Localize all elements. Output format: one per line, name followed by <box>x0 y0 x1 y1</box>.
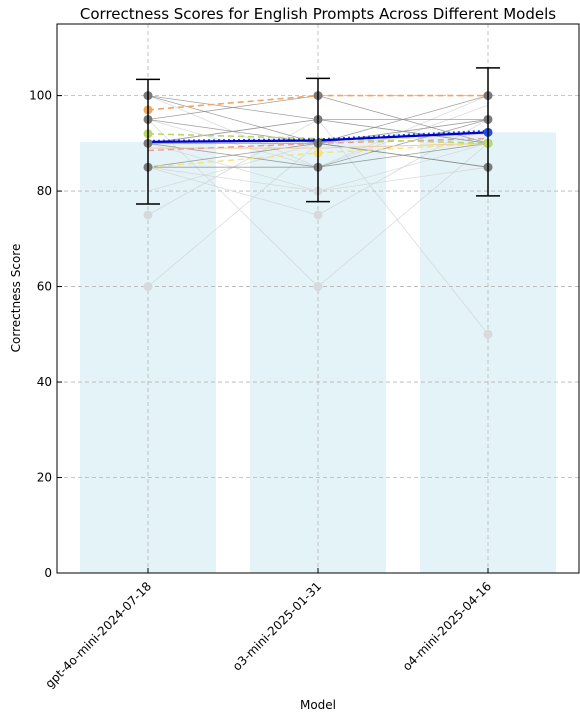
y-axis-label: Correctness Score <box>9 244 23 353</box>
y-tick-label-40: 40 <box>37 375 52 389</box>
data-point-7 <box>143 282 153 292</box>
error-bars-layer <box>136 67 500 205</box>
data-point-14 <box>313 210 323 220</box>
x-axis-label: Model <box>300 698 336 712</box>
data-point-6 <box>143 210 153 220</box>
x-tick-label-0: gpt-4o-mini-2024-07-18 <box>43 579 155 691</box>
y-tick-label-0: 0 <box>44 566 52 580</box>
y-tick-label-80: 80 <box>37 184 52 198</box>
x-tick-label-1: o3-mini-2025-01-31 <box>230 579 324 673</box>
data-point-15 <box>313 282 323 292</box>
chart-title: Correctness Scores for English Prompts A… <box>80 5 556 23</box>
y-tick-label-100: 100 <box>29 89 52 103</box>
bar-2 <box>420 132 556 573</box>
y-tick-label-20: 20 <box>37 471 52 485</box>
data-point-22 <box>483 329 493 339</box>
x-tick-label-2: o4-mini-2025-04-16 <box>400 579 494 673</box>
y-tick-label-60: 60 <box>37 280 52 294</box>
